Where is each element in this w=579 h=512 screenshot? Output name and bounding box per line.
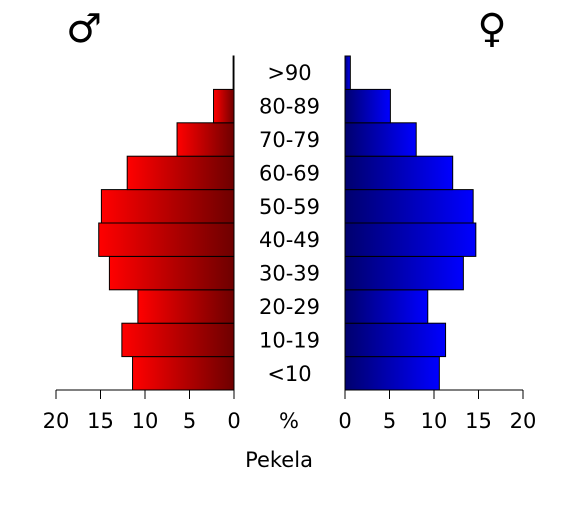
male-tick-label-0: 0 (227, 409, 240, 433)
female-tick-label-2: 10 (421, 409, 448, 433)
female-bar-2 (344, 289, 429, 324)
male-tick-label-4: 20 (43, 409, 70, 433)
male-bar-4 (98, 222, 235, 257)
male-bar-2 (137, 289, 235, 324)
male-bar-8 (213, 88, 235, 124)
age-label-0: <10 (267, 362, 311, 386)
male-tick-label-3: 15 (87, 409, 114, 433)
male-bar-5 (100, 189, 235, 224)
female-bar-1 (344, 322, 447, 358)
female-series (344, 55, 477, 391)
female-bar-6 (344, 155, 454, 191)
age-label-8: 80-89 (259, 95, 320, 119)
age-label-7: 70-79 (259, 128, 320, 152)
female-bar-4 (344, 222, 477, 257)
female-bar-5 (344, 189, 474, 224)
female-tick-label-1: 5 (383, 409, 396, 433)
chart-caption: Pekela (245, 448, 313, 472)
male-tick-label-1: 5 (183, 409, 196, 433)
female-bar-9 (344, 55, 351, 90)
male-tick-label-2: 10 (132, 409, 159, 433)
male-bar-7 (176, 122, 235, 157)
age-group-labels: <10 10-19 20-29 30-39 40-49 50-59 60-69 70-79 80… (259, 61, 320, 386)
male-bar-0 (132, 356, 235, 391)
age-label-5: 50-59 (259, 195, 320, 219)
male-bar-1 (121, 322, 235, 358)
male-bar-6 (126, 155, 235, 191)
age-label-1: 10-19 (259, 328, 320, 352)
age-label-3: 30-39 (259, 262, 320, 286)
female-tick-label-4: 20 (510, 409, 537, 433)
female-symbol: ♀ (477, 6, 506, 52)
age-label-4: 40-49 (259, 228, 320, 252)
female-bar-3 (344, 255, 464, 291)
female-bar-7 (344, 122, 417, 157)
male-bar-3 (108, 255, 235, 291)
female-bar-0 (344, 356, 440, 391)
male-series (98, 55, 235, 391)
female-bar-8 (344, 88, 391, 124)
female-tick-label-0: 0 (338, 409, 351, 433)
age-label-2: 20-29 (259, 295, 320, 319)
x-axes: 0 0 5 5 10 10 15 15 20 20 (43, 56, 537, 433)
percent-unit-label: % (279, 409, 299, 433)
female-tick-label-3: 15 (465, 409, 492, 433)
male-symbol: ♂ (66, 6, 102, 52)
age-label-6: 60-69 (259, 161, 320, 185)
age-label-9: >90 (267, 61, 311, 85)
